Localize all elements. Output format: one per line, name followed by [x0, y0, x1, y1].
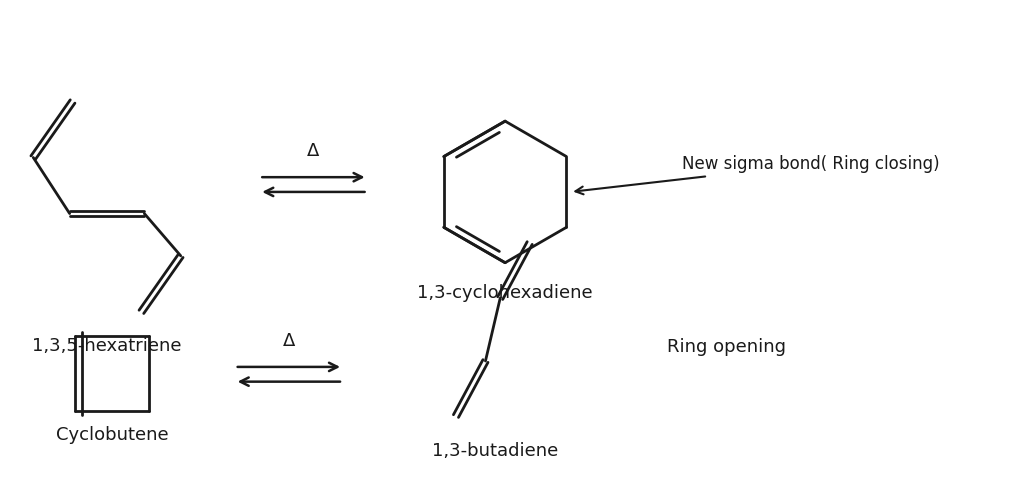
- Text: Δ: Δ: [307, 142, 319, 161]
- Text: 1,3,5-hexatriene: 1,3,5-hexatriene: [32, 337, 181, 355]
- Text: Ring opening: Ring opening: [667, 338, 785, 356]
- Text: 1,3-butadiene: 1,3-butadiene: [432, 441, 558, 460]
- Text: Δ: Δ: [283, 332, 295, 350]
- Text: 1,3-cyclohexadiene: 1,3-cyclohexadiene: [418, 284, 593, 302]
- Text: Cyclobutene: Cyclobutene: [55, 426, 168, 444]
- Text: New sigma bond( Ring closing): New sigma bond( Ring closing): [575, 155, 940, 194]
